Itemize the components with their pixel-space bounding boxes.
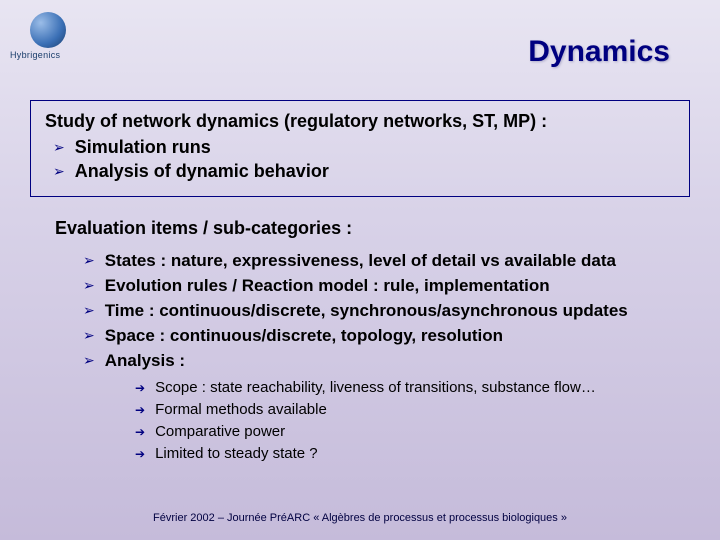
subitem-text: Comparative power <box>155 422 285 442</box>
chevron-right-icon: ➢ <box>53 160 65 182</box>
list-item: ➢ Evolution rules / Reaction model : rul… <box>83 274 690 297</box>
list-item: ➢ Analysis : <box>83 349 690 372</box>
box-bullet: ➢ Analysis of dynamic behavior <box>53 160 675 182</box>
summary-box: Study of network dynamics (regulatory ne… <box>30 100 690 197</box>
item-text: Time : continuous/discrete, synchronous/… <box>105 299 628 322</box>
sublist-item: ➔ Limited to steady state ? <box>135 444 690 464</box>
chevron-right-icon: ➢ <box>83 299 95 321</box>
logo-sphere-icon <box>30 12 66 48</box>
logo-text: Hybrigenics <box>10 50 60 60</box>
sublist-item: ➔ Comparative power <box>135 422 690 442</box>
sublist-item: ➔ Formal methods available <box>135 400 690 420</box>
item-text: States : nature, expressiveness, level o… <box>105 249 616 272</box>
arrow-right-icon: ➔ <box>135 422 145 442</box>
chevron-right-icon: ➢ <box>83 249 95 271</box>
analysis-sublist: ➔ Scope : state reachability, liveness o… <box>135 378 690 464</box>
chevron-right-icon: ➢ <box>83 274 95 296</box>
subheading: Evaluation items / sub-categories : <box>55 218 690 239</box>
slide: Hybrigenics Dynamics Study of network dy… <box>0 0 720 540</box>
subitem-text: Formal methods available <box>155 400 327 420</box>
chevron-right-icon: ➢ <box>53 136 65 158</box>
footer-text: Février 2002 – Journée PréARC « Algèbres… <box>0 512 720 524</box>
logo: Hybrigenics <box>10 12 90 72</box>
item-text: Evolution rules / Reaction model : rule,… <box>105 274 550 297</box>
evaluation-section: Evaluation items / sub-categories : ➢ St… <box>55 218 690 464</box>
sublist-item: ➔ Scope : state reachability, liveness o… <box>135 378 690 398</box>
box-heading: Study of network dynamics (regulatory ne… <box>45 111 675 132</box>
evaluation-list: ➢ States : nature, expressiveness, level… <box>75 249 690 372</box>
bullet-text: Analysis of dynamic behavior <box>75 160 329 182</box>
item-text: Space : continuous/discrete, topology, r… <box>105 324 503 347</box>
chevron-right-icon: ➢ <box>83 324 95 346</box>
bullet-text: Simulation runs <box>75 136 211 158</box>
list-item: ➢ States : nature, expressiveness, level… <box>83 249 690 272</box>
arrow-right-icon: ➔ <box>135 378 145 398</box>
item-text: Analysis : <box>105 349 185 372</box>
arrow-right-icon: ➔ <box>135 444 145 464</box>
box-bullet: ➢ Simulation runs <box>53 136 675 158</box>
arrow-right-icon: ➔ <box>135 400 145 420</box>
page-title: Dynamics <box>528 35 670 69</box>
subitem-text: Scope : state reachability, liveness of … <box>155 378 596 398</box>
chevron-right-icon: ➢ <box>83 349 95 371</box>
subitem-text: Limited to steady state ? <box>155 444 318 464</box>
list-item: ➢ Time : continuous/discrete, synchronou… <box>83 299 690 322</box>
list-item: ➢ Space : continuous/discrete, topology,… <box>83 324 690 347</box>
